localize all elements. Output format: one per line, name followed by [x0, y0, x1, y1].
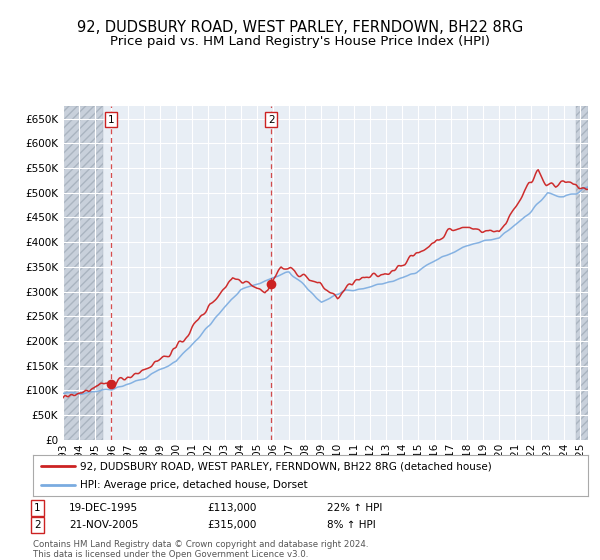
Text: Contains HM Land Registry data © Crown copyright and database right 2024.
This d: Contains HM Land Registry data © Crown c…: [33, 540, 368, 559]
Text: 21-NOV-2005: 21-NOV-2005: [69, 520, 139, 530]
Bar: [576, 106, 588, 440]
Text: 1: 1: [34, 503, 41, 513]
Text: 2: 2: [34, 520, 41, 530]
Text: 19-DEC-1995: 19-DEC-1995: [69, 503, 138, 513]
Text: 2: 2: [268, 115, 275, 125]
Text: £113,000: £113,000: [207, 503, 256, 513]
Text: Price paid vs. HM Land Registry's House Price Index (HPI): Price paid vs. HM Land Registry's House …: [110, 35, 490, 48]
Text: HPI: Average price, detached house, Dorset: HPI: Average price, detached house, Dors…: [80, 480, 308, 489]
Bar: [63, 106, 103, 440]
Text: 8% ↑ HPI: 8% ↑ HPI: [327, 520, 376, 530]
Text: £315,000: £315,000: [207, 520, 256, 530]
Text: 92, DUDSBURY ROAD, WEST PARLEY, FERNDOWN, BH22 8RG (detached house): 92, DUDSBURY ROAD, WEST PARLEY, FERNDOWN…: [80, 461, 492, 471]
Text: 1: 1: [107, 115, 114, 125]
Text: 22% ↑ HPI: 22% ↑ HPI: [327, 503, 382, 513]
Text: 92, DUDSBURY ROAD, WEST PARLEY, FERNDOWN, BH22 8RG: 92, DUDSBURY ROAD, WEST PARLEY, FERNDOWN…: [77, 20, 523, 35]
